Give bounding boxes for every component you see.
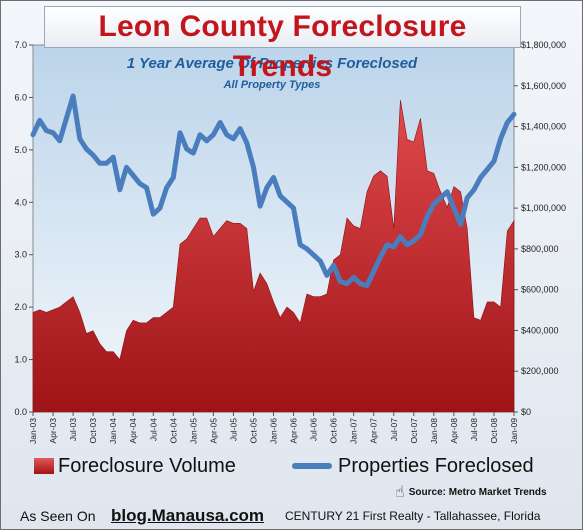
x-tick-label: Oct-04 xyxy=(168,418,178,444)
x-tick-label: Apr-03 xyxy=(48,418,58,444)
company-text: CENTURY 21 First Realty - Tallahassee, F… xyxy=(285,509,541,523)
footer: As Seen On blog.Manausa.com CENTURY 21 F… xyxy=(0,505,581,527)
source-note: ☝ Source: Metro Market Trends xyxy=(395,482,547,502)
x-tick-label: Jul-04 xyxy=(148,418,158,441)
x-tick-label: Jan-08 xyxy=(429,418,439,444)
x-axis: Jan-03 Apr-03 Jul-03 Oct-03 Jan-04 Apr-04 Jul-… xyxy=(28,412,519,444)
foreclosure-volume-area xyxy=(32,100,515,413)
x-tick-label: Jul-06 xyxy=(309,418,319,441)
left-tick-label: 5.0 xyxy=(14,145,27,155)
x-tick-label: Oct-08 xyxy=(489,418,499,444)
left-tick-label: 6.0 xyxy=(14,92,27,102)
x-tick-label: Jan-07 xyxy=(349,418,359,444)
right-tick-label: $400,000 xyxy=(521,325,559,335)
legend-label-volume: Foreclosure Volume xyxy=(58,454,236,477)
x-tick-label: Oct-05 xyxy=(248,418,258,444)
as-seen-on-text: As Seen On xyxy=(20,508,96,524)
legend-swatch-properties xyxy=(292,463,332,469)
legend-item-properties: Properties Foreclosed xyxy=(292,452,534,480)
x-tick-label: Jul-07 xyxy=(389,418,399,441)
x-tick-label: Apr-04 xyxy=(128,418,138,444)
left-tick-label: 4.0 xyxy=(14,197,27,207)
right-tick-label: $1,400,000 xyxy=(521,122,566,132)
left-tick-label: 7.0 xyxy=(14,40,27,50)
x-tick-label: Jan-03 xyxy=(28,418,38,444)
x-tick-label: Jan-05 xyxy=(188,418,198,444)
legend-item-volume: Foreclosure Volume xyxy=(34,452,236,480)
right-tick-label: $0 xyxy=(521,407,531,417)
x-tick-label: Jan-04 xyxy=(108,418,118,444)
x-tick-label: Oct-06 xyxy=(329,418,339,444)
chart-subtitle: 1 Year Average Of Properties Foreclosed xyxy=(127,55,418,72)
left-tick-label: 2.0 xyxy=(14,302,27,312)
left-tick-label: 3.0 xyxy=(14,250,27,260)
x-tick-label: Oct-07 xyxy=(409,418,419,444)
x-tick-label: Oct-03 xyxy=(88,418,98,444)
right-tick-label: $800,000 xyxy=(521,244,559,254)
right-tick-label: $1,600,000 xyxy=(521,81,566,91)
properties-foreclosed-line xyxy=(30,93,517,289)
x-tick-label: Apr-05 xyxy=(208,418,218,444)
legend: Foreclosure Volume Properties Foreclosed xyxy=(34,452,574,480)
properties-foreclosed-line-group xyxy=(30,93,517,289)
right-tick-label: $600,000 xyxy=(521,285,559,295)
x-tick-label: Apr-08 xyxy=(449,418,459,444)
x-tick-label: Jul-08 xyxy=(469,418,479,441)
x-tick-label: Apr-06 xyxy=(289,418,299,444)
right-tick-label: $1,200,000 xyxy=(521,162,566,172)
x-tick-label: Jan-06 xyxy=(269,418,279,444)
x-tick-label: Apr-07 xyxy=(369,418,379,444)
right-tick-label: $200,000 xyxy=(521,366,559,376)
pointing-hand-icon: ☝ xyxy=(395,484,405,501)
x-tick-label: Jan-09 xyxy=(509,418,519,444)
x-tick-label: Jul-03 xyxy=(68,418,78,441)
legend-label-properties: Properties Foreclosed xyxy=(338,454,534,477)
left-axis: 0.0 1.0 2.0 3.0 4.0 5.0 6.0 7.0 xyxy=(14,40,33,417)
left-tick-label: 1.0 xyxy=(14,355,27,365)
title-box: Leon County Foreclosure Trends xyxy=(44,6,521,83)
right-tick-label: $1,000,000 xyxy=(521,203,566,213)
right-axis: $0 $200,000 $400,000 $600,000 $800,000 $1,000… xyxy=(514,40,566,417)
right-tick-label: $1,800,000 xyxy=(521,40,566,50)
blog-link[interactable]: blog.Manausa.com xyxy=(111,506,265,525)
foreclosure-volume-area-group xyxy=(32,100,515,413)
left-tick-label: 0.0 xyxy=(14,407,27,417)
source-text: Source: Metro Market Trends xyxy=(408,486,547,498)
chart-title: Leon County Foreclosure Trends xyxy=(98,10,467,83)
x-tick-label: Jul-05 xyxy=(228,418,238,441)
chart-subtitle-2: All Property Types xyxy=(223,79,321,91)
legend-swatch-volume xyxy=(34,458,54,474)
